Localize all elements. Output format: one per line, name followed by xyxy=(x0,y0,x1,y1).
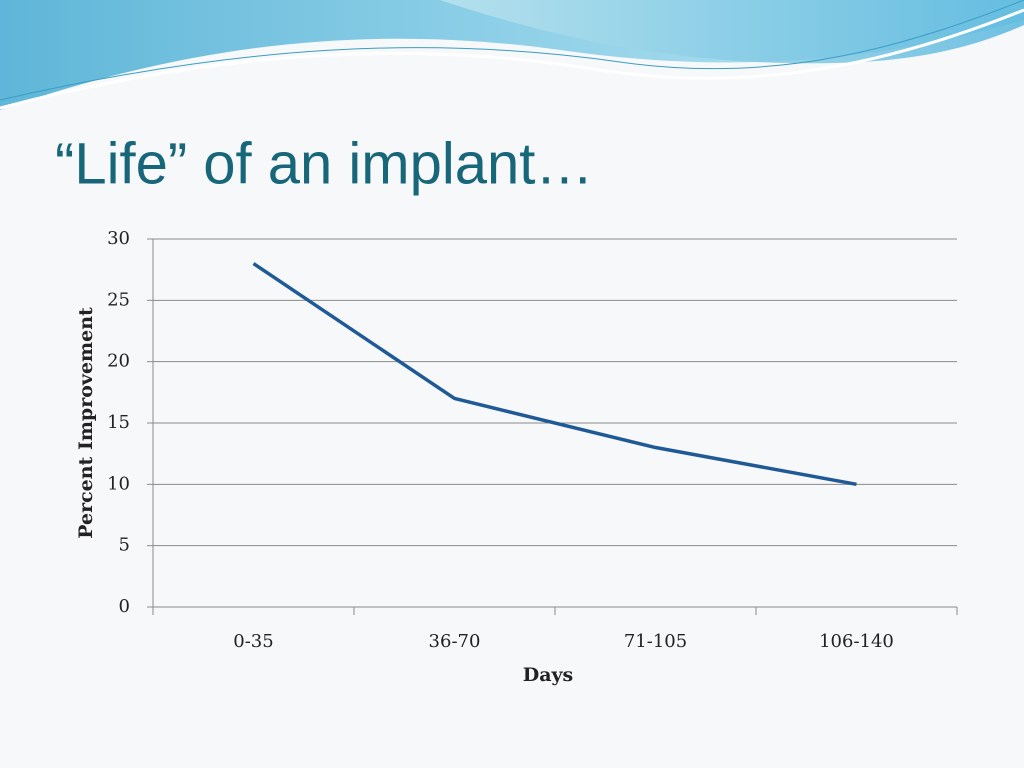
y-tick-label: 25 xyxy=(107,289,130,310)
x-tick-label: 0-35 xyxy=(233,631,273,652)
y-tick-label: 15 xyxy=(107,412,130,433)
y-tick-label: 5 xyxy=(119,535,130,556)
data-line xyxy=(252,262,857,487)
y-tick-label: 20 xyxy=(107,351,130,372)
x-tick-label: 71-105 xyxy=(624,631,687,652)
x-tick-label: 106-140 xyxy=(819,631,894,652)
y-tick-label: 10 xyxy=(107,473,130,494)
x-tick-label: 36-70 xyxy=(429,631,481,652)
x-axis-label: Days xyxy=(523,664,574,686)
y-axis-label: Percent Improvement xyxy=(75,307,97,539)
slide-title: “Life” of an implant… xyxy=(55,131,593,196)
header-wave-line xyxy=(0,8,1024,110)
header-wave-line xyxy=(0,0,1024,101)
y-tick-label: 0 xyxy=(119,596,130,617)
y-tick-label: 30 xyxy=(107,228,130,249)
